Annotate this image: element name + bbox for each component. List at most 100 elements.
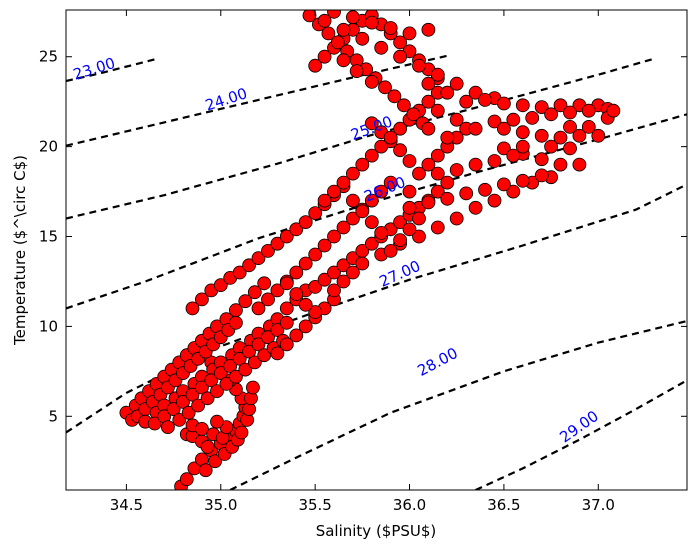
data-point <box>402 154 417 168</box>
data-point <box>402 26 417 41</box>
data-point <box>261 243 275 258</box>
data-point <box>198 463 213 478</box>
data-point <box>449 163 464 177</box>
data-point <box>279 229 294 244</box>
data-point <box>364 193 379 208</box>
y-tick-label: 15 <box>39 228 58 246</box>
data-point <box>393 35 408 50</box>
data-point <box>402 200 417 215</box>
data-point <box>364 116 379 131</box>
data-point <box>261 292 275 307</box>
data-point <box>496 177 511 192</box>
data-point <box>496 121 511 136</box>
data-point <box>421 94 436 109</box>
data-point <box>468 85 483 100</box>
data-point <box>572 157 587 172</box>
data-point <box>208 454 223 469</box>
data-point <box>321 26 336 41</box>
data-point <box>449 112 464 127</box>
contour-line-2 <box>66 57 656 220</box>
data-point <box>383 243 398 258</box>
data-point <box>421 76 436 91</box>
data-point <box>194 380 209 395</box>
data-point <box>440 85 455 100</box>
data-point <box>279 315 294 330</box>
data-point <box>364 215 379 230</box>
data-point <box>238 294 253 309</box>
data-point <box>393 233 408 248</box>
data-point <box>327 184 341 199</box>
data-point <box>270 323 285 337</box>
plot-frame <box>65 9 688 491</box>
data-point <box>200 439 215 454</box>
data-point <box>553 130 568 145</box>
data-point <box>534 168 549 183</box>
data-point <box>210 414 224 429</box>
x-tick-label: 35.5 <box>298 496 331 514</box>
y-tick-label: 5 <box>48 407 58 425</box>
data-point <box>257 348 272 363</box>
y-tick-label: 10 <box>39 317 58 335</box>
data-point <box>234 425 249 440</box>
data-point <box>496 96 511 111</box>
data-point <box>430 220 445 235</box>
data-point <box>270 346 285 361</box>
data-point <box>279 337 294 352</box>
data-point <box>393 215 408 230</box>
data-point <box>387 89 402 104</box>
data-point <box>534 128 549 143</box>
x-axis-label: Salinity ($PSU$) <box>316 522 437 540</box>
data-point <box>336 258 351 273</box>
data-point <box>345 265 360 280</box>
data-point <box>440 191 455 206</box>
data-point <box>591 128 606 143</box>
data-point <box>147 416 162 431</box>
data-point <box>194 421 209 436</box>
data-point <box>327 283 341 298</box>
data-point <box>468 121 483 136</box>
data-point <box>478 93 492 107</box>
data-point <box>172 412 187 427</box>
data-point <box>563 105 577 120</box>
data-point <box>383 130 398 145</box>
data-point <box>232 265 247 280</box>
data-point <box>279 276 294 291</box>
data-point <box>176 394 190 409</box>
data-point <box>289 287 304 301</box>
data-point <box>228 369 243 384</box>
data-point <box>327 265 341 280</box>
x-axis-ticks: 34.5 35.0 35.5 36.0 36.5 37.0 <box>110 10 615 514</box>
data-point <box>364 75 379 89</box>
contour-label-5: 28.00 <box>414 344 460 380</box>
data-point <box>289 328 304 343</box>
data-point <box>487 114 502 129</box>
data-point <box>506 112 521 127</box>
data-point <box>534 100 549 114</box>
data-point <box>298 256 313 271</box>
contour-label-4: 27.00 <box>377 257 424 291</box>
data-point <box>308 305 323 319</box>
data-point <box>232 351 247 366</box>
data-point <box>430 148 445 163</box>
data-point <box>298 297 313 312</box>
data-point <box>374 40 389 55</box>
data-point <box>459 186 474 201</box>
data-point <box>421 157 436 172</box>
data-point <box>383 175 398 190</box>
data-point <box>581 120 596 134</box>
data-point <box>251 301 266 316</box>
data-point <box>336 175 351 190</box>
data-point <box>406 107 421 122</box>
data-point <box>459 94 474 109</box>
data-point <box>210 384 224 399</box>
data-point <box>317 193 332 208</box>
data-point <box>553 98 568 113</box>
data-point <box>355 204 370 219</box>
contour-line-1 <box>66 54 448 147</box>
data-point <box>298 215 313 230</box>
data-point <box>166 402 181 417</box>
data-point <box>487 193 502 208</box>
data-point <box>330 35 345 50</box>
data-point <box>251 337 266 352</box>
